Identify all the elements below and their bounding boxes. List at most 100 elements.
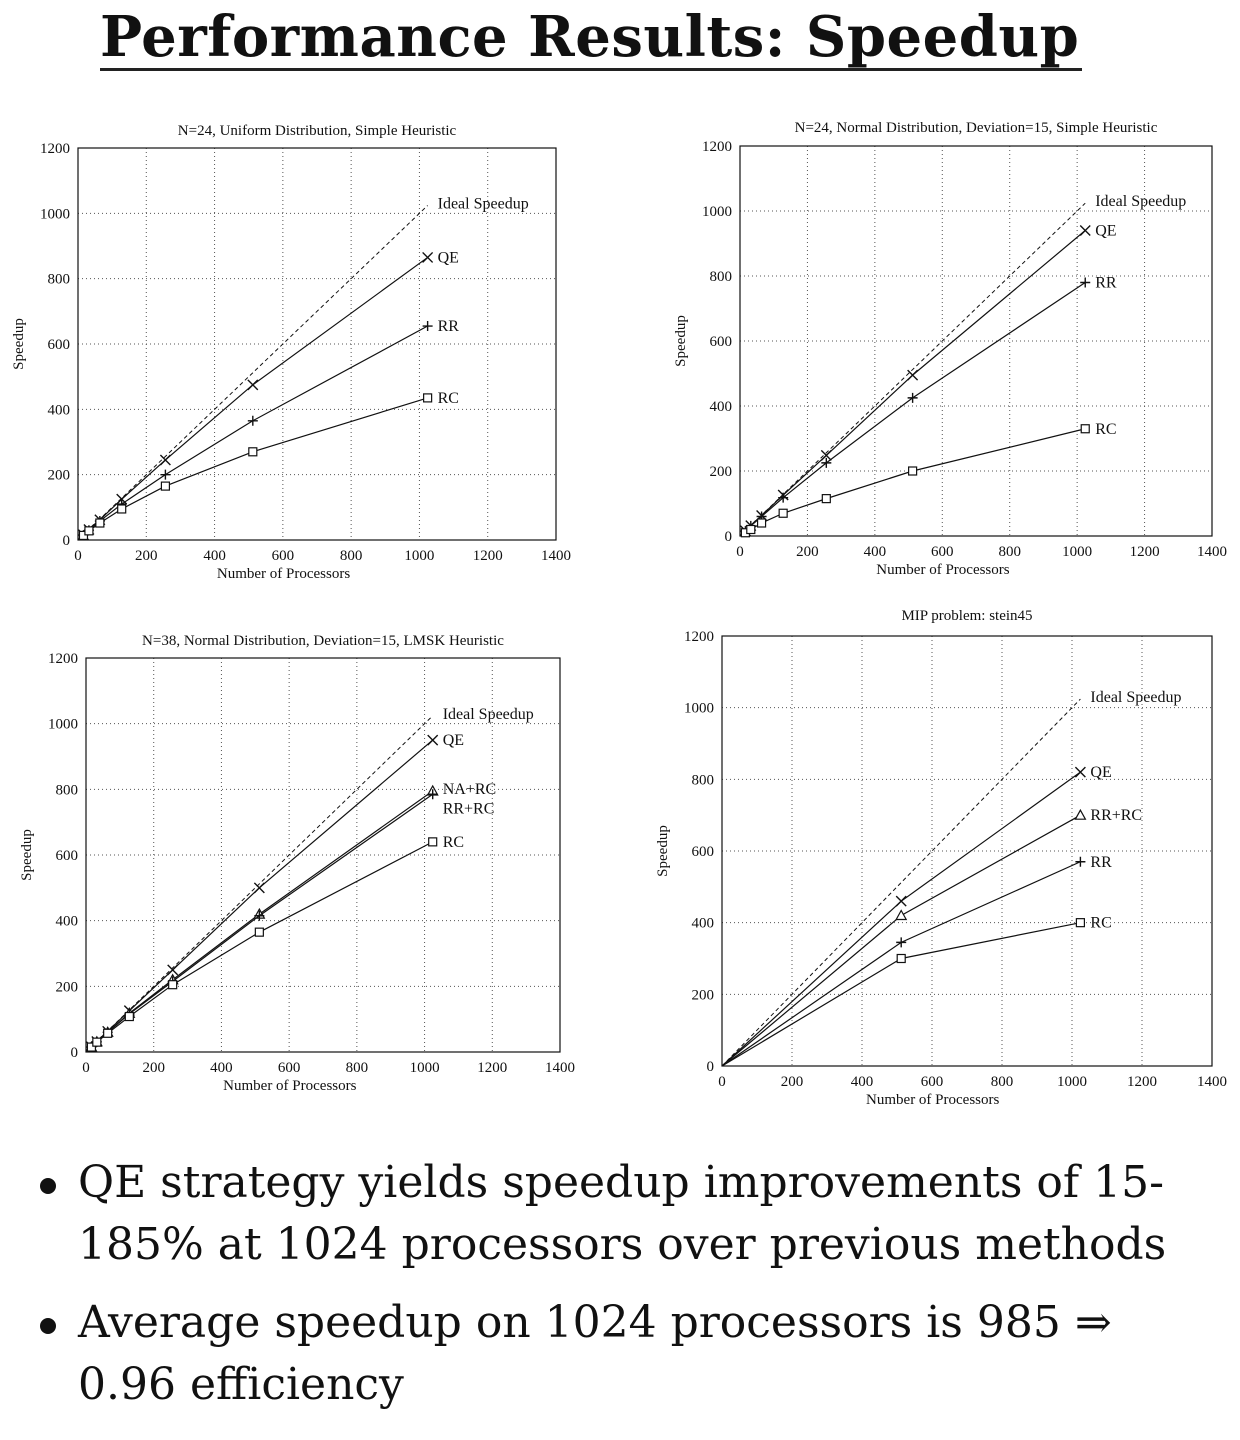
marker-x — [820, 449, 832, 461]
y-tick-label: 800 — [56, 782, 79, 798]
marker-square — [908, 466, 918, 476]
y-tick-label: 200 — [710, 464, 733, 480]
y-tick-label: 1200 — [40, 141, 70, 157]
series-label: Ideal Speedup — [438, 195, 529, 212]
plot-frame — [85, 657, 561, 1053]
series-line — [85, 793, 434, 1053]
series-label: QE — [443, 732, 464, 749]
marker-x — [247, 379, 259, 391]
marker-square — [248, 447, 258, 457]
series-label: Ideal Speedup — [1095, 193, 1186, 210]
marker-square — [1075, 918, 1085, 928]
marker-square — [95, 518, 105, 528]
y-tick-label: 0 — [725, 529, 733, 545]
x-tick-label: 600 — [272, 548, 295, 564]
y-tick-label: 1200 — [702, 139, 732, 155]
marker-square — [103, 1028, 113, 1038]
speedup-chart-uniform: N=24, Uniform Distribution, Simple Heuri… — [11, 123, 571, 582]
marker-plus — [896, 937, 907, 948]
y-tick-label: 800 — [48, 272, 71, 288]
marker-plus — [1075, 856, 1086, 867]
bullet-dot — [40, 1318, 56, 1334]
bullet-dot — [40, 1178, 56, 1194]
series-label: RR — [1090, 854, 1112, 871]
y-tick-label: 0 — [63, 533, 71, 549]
marker-square — [746, 524, 756, 535]
series-label: RC — [438, 390, 459, 407]
x-axis-title: Number of Processors — [223, 1078, 356, 1094]
y-tick-label: 600 — [56, 848, 79, 864]
speedup-chart-normal-simple: N=24, Normal Distribution, Deviation=15,… — [673, 120, 1227, 578]
x-tick-label: 400 — [851, 1074, 874, 1090]
marker-plus — [427, 789, 438, 800]
y-tick-label: 600 — [48, 337, 71, 353]
marker-plus — [254, 910, 265, 921]
marker-x — [427, 734, 439, 746]
series-label: RR+RC — [443, 800, 495, 817]
series-line — [739, 202, 1086, 537]
x-tick-label: 1200 — [1127, 1074, 1157, 1090]
x-tick-label: 1400 — [541, 548, 571, 564]
marker-plus — [160, 469, 171, 480]
y-tick-label: 800 — [710, 269, 733, 285]
chart-title: MIP problem: stein45 — [901, 608, 1032, 624]
y-axis-title: Speedup — [655, 825, 671, 877]
marker-x — [159, 454, 171, 466]
marker-square — [821, 494, 831, 504]
series-label: RC — [1095, 421, 1116, 438]
series-label: RR+RC — [1090, 807, 1142, 824]
x-tick-label: 800 — [998, 544, 1021, 560]
marker-square — [896, 953, 906, 964]
marker-x — [253, 882, 265, 894]
marker-plus — [422, 321, 433, 332]
marker-square — [86, 1042, 97, 1052]
y-tick-label: 1200 — [684, 629, 714, 645]
marker-square — [117, 504, 127, 514]
x-tick-label: 600 — [931, 544, 954, 560]
title-underline — [100, 68, 1082, 71]
marker-triangle — [1074, 808, 1087, 820]
y-tick-label: 800 — [692, 772, 715, 788]
bullet-item: QE strategy yields speedup improvements … — [28, 1152, 1218, 1276]
x-tick-label: 0 — [736, 544, 744, 560]
plot-frame — [77, 147, 557, 541]
series-label: Ideal Speedup — [1090, 689, 1181, 706]
marker-x — [1074, 766, 1086, 778]
x-tick-label: 1000 — [1057, 1074, 1087, 1090]
series-line — [85, 841, 433, 1053]
plot-frame — [739, 145, 1213, 537]
marker-square — [756, 518, 767, 528]
marker-square — [254, 927, 264, 937]
x-tick-label: 400 — [203, 548, 226, 564]
series-line — [77, 325, 428, 541]
series-line — [721, 698, 1081, 1067]
marker-plus — [907, 392, 918, 403]
x-tick-label: 1400 — [1197, 544, 1227, 560]
x-tick-label: 200 — [135, 548, 158, 564]
y-tick-label: 200 — [56, 979, 79, 995]
y-tick-label: 600 — [692, 844, 715, 860]
marker-square — [160, 481, 171, 491]
x-tick-label: 1000 — [404, 548, 434, 564]
series-line — [739, 282, 1086, 537]
bullet-item: Average speedup on 1024 processors is 98… — [28, 1292, 1218, 1416]
bullet-text: QE strategy yields speedup improvements … — [78, 1157, 1167, 1270]
x-tick-label: 0 — [718, 1074, 726, 1090]
series-label: QE — [1095, 223, 1116, 240]
x-tick-label: 200 — [781, 1074, 804, 1090]
series-label: RR — [438, 318, 460, 335]
slide-title: Performance Results: Speedup — [100, 4, 1080, 70]
bullet-text: Average speedup on 1024 processors is 98… — [78, 1297, 1112, 1410]
x-tick-label: 1400 — [1197, 1074, 1227, 1090]
plot-frame — [721, 635, 1213, 1067]
y-tick-label: 400 — [48, 402, 71, 418]
chart-title: N=24, Normal Distribution, Deviation=15,… — [795, 120, 1158, 136]
y-tick-label: 400 — [710, 399, 733, 415]
x-tick-label: 1200 — [477, 1060, 507, 1076]
marker-square — [92, 1037, 102, 1047]
x-tick-label: 1200 — [1130, 544, 1160, 560]
y-tick-label: 600 — [710, 334, 733, 350]
series-line — [85, 739, 434, 1053]
x-tick-label: 200 — [796, 544, 819, 560]
marker-square — [423, 393, 433, 403]
